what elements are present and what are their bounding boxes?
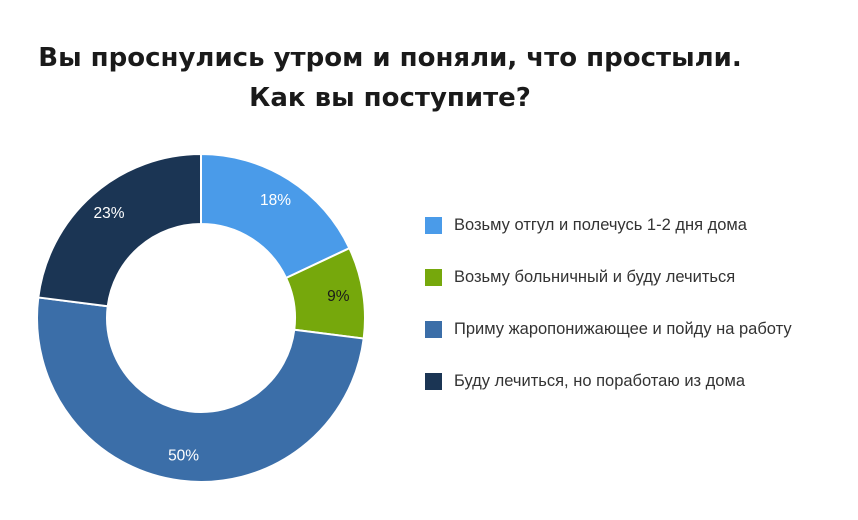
legend-swatch bbox=[425, 372, 442, 390]
chart-title-line-1: Вы проснулись утром и поняли, что просты… bbox=[38, 43, 742, 73]
legend-swatch bbox=[425, 268, 442, 286]
legend-item: Возьму больничный и буду лечиться bbox=[425, 264, 792, 290]
legend-label: Буду лечиться, но поработаю из дома bbox=[454, 371, 746, 390]
legend-item: Возьму отгул и полечусь 1-2 дня дома bbox=[425, 212, 792, 238]
legend-item: Приму жаропонижающее и пойду на работу bbox=[425, 316, 792, 342]
slice-label: 18% bbox=[260, 192, 291, 209]
slice-label: 50% bbox=[168, 447, 199, 464]
slice-label: 9% bbox=[327, 288, 350, 305]
donut-slice bbox=[36, 296, 365, 483]
donut-slice bbox=[37, 152, 202, 308]
legend-swatch bbox=[425, 216, 442, 234]
legend-label: Возьму больничный и буду лечиться bbox=[454, 267, 736, 286]
legend-item: Буду лечиться, но поработаю из дома bbox=[425, 368, 792, 394]
chart-title: Вы проснулись утром и поняли, что просты… bbox=[0, 38, 780, 118]
legend-label: Возьму отгул и полечусь 1-2 дня дома bbox=[454, 215, 747, 234]
slice-label: 23% bbox=[94, 205, 125, 222]
legend-swatch bbox=[425, 320, 442, 338]
legend-label: Приму жаропонижающее и пойду на работу bbox=[454, 319, 792, 338]
chart-title-line-2: Как вы поступите? bbox=[249, 83, 531, 113]
legend: Возьму отгул и полечусь 1-2 дня дома Воз… bbox=[425, 212, 792, 420]
